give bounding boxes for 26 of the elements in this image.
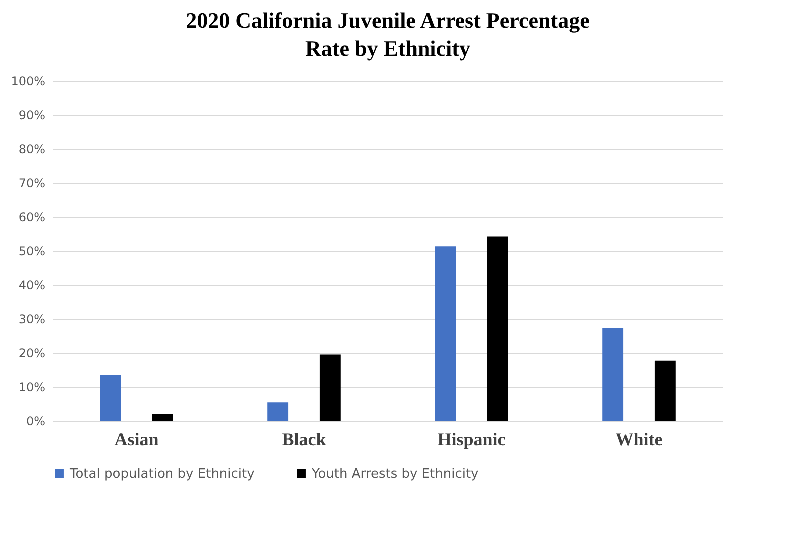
- bar: [602, 328, 624, 421]
- x-tick-label: Hispanic: [438, 430, 506, 450]
- y-tick-label: 60%: [18, 210, 46, 224]
- bar: [100, 375, 122, 421]
- x-tick-label: Black: [282, 430, 326, 450]
- y-tick-label: 80%: [18, 142, 46, 156]
- legend-label: Youth Arrests by Ethnicity: [311, 466, 480, 482]
- y-tick-label: 100%: [11, 74, 46, 88]
- y-tick-label: 50%: [18, 244, 46, 258]
- bar: [654, 360, 676, 421]
- legend-label: Total population by Ethnicity: [69, 466, 256, 482]
- y-tick-label: 20%: [18, 346, 46, 360]
- bar: [268, 402, 289, 421]
- y-tick-label: 90%: [18, 108, 46, 122]
- y-tick-label: 70%: [18, 176, 46, 190]
- y-tick-label: 30%: [18, 312, 46, 326]
- y-tick-label: 0%: [26, 414, 46, 428]
- x-tick-label: Asian: [114, 430, 159, 450]
- bar: [320, 354, 341, 421]
- chart-title: 2020 California Juvenile Arrest Percentage Rate by Ethnicity: [186, 8, 590, 61]
- bar: [435, 246, 456, 421]
- x-tick-label: White: [616, 430, 663, 450]
- bar: [152, 414, 174, 421]
- bar: [487, 236, 508, 421]
- y-tick-label: 40%: [18, 278, 46, 292]
- y-tick-label: 10%: [18, 380, 46, 394]
